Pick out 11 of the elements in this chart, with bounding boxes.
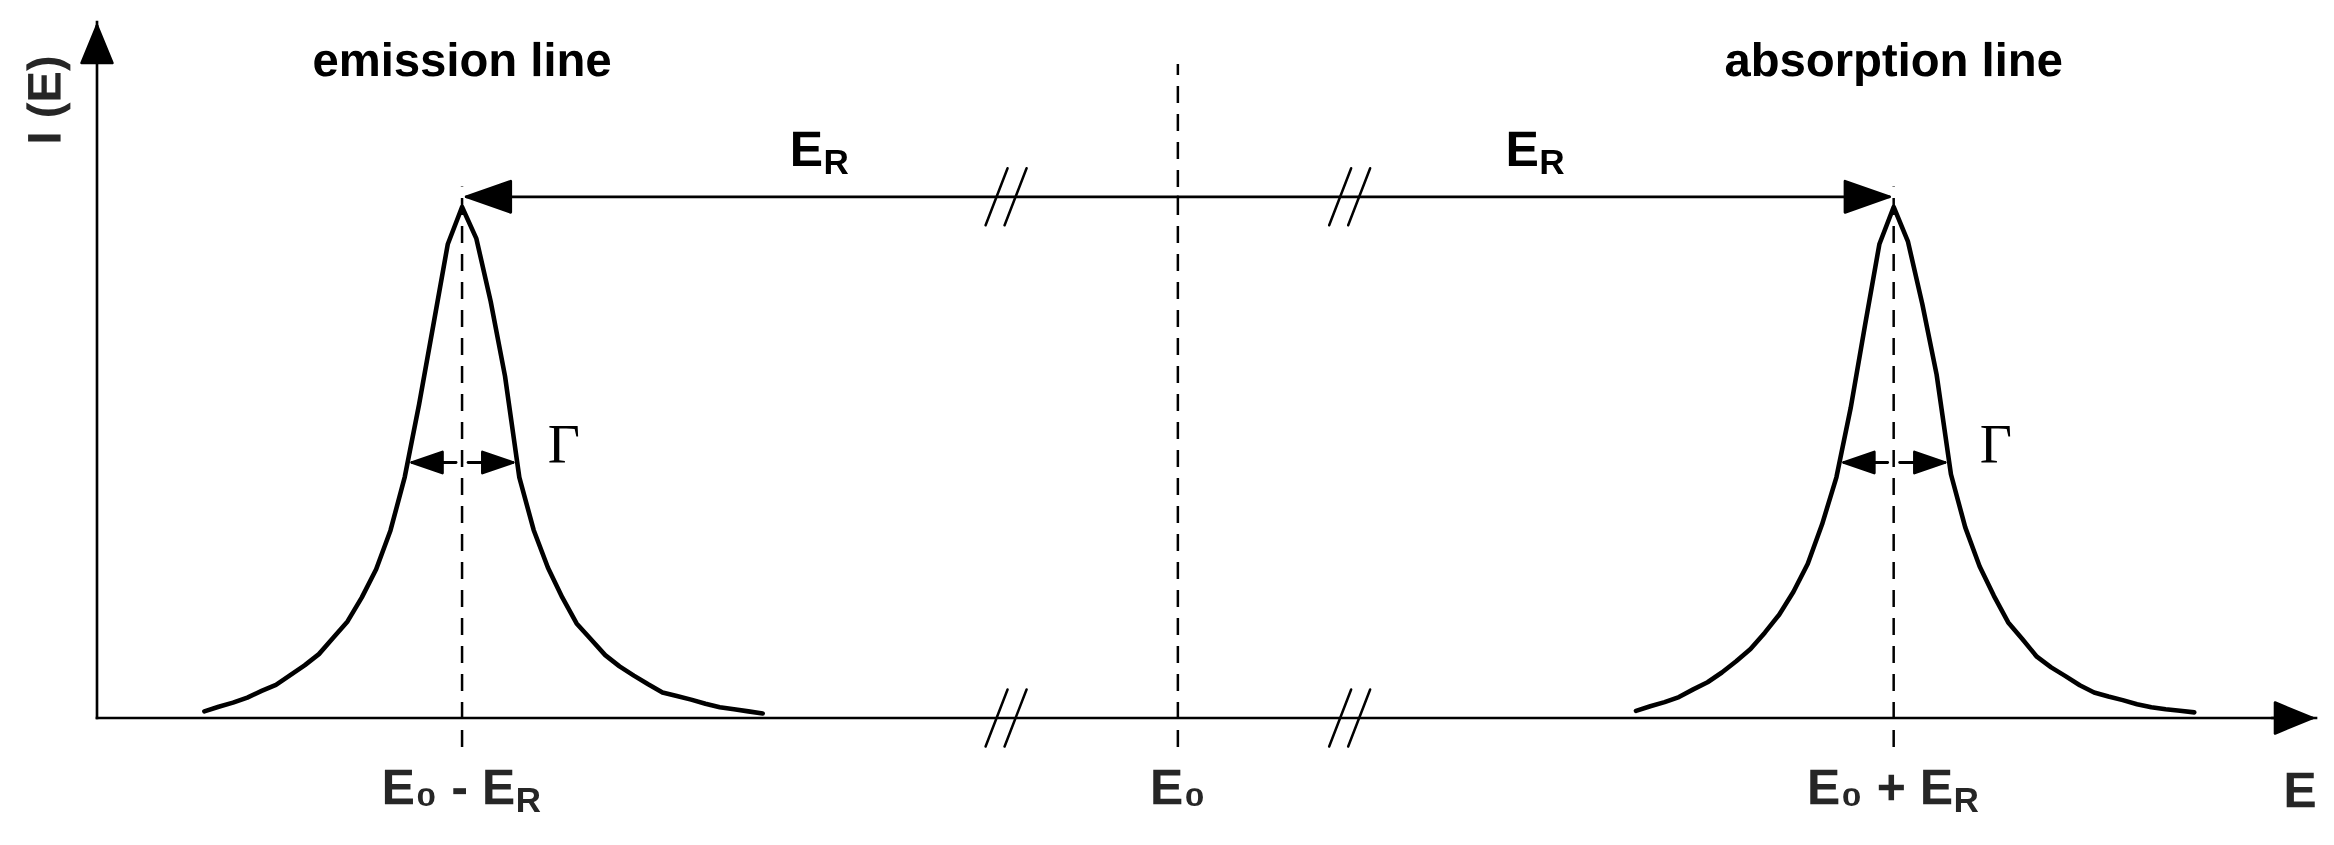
x-axis-title: E [2286, 772, 2315, 808]
x-tick-label: E₀ - E$_{R}$ [384, 769, 541, 813]
text: E$_{R}$ [1508, 131, 1564, 175]
annotation: Γ [549, 426, 579, 463]
annotation: Γ [1981, 426, 2011, 463]
y-axis-title: I (E) [26, 57, 71, 142]
x-tick-label: E₀ [1153, 769, 1203, 807]
text: absorption line [1725, 41, 2062, 86]
text: emission line [314, 41, 611, 77]
x-tick-label: E₀ + E$_{R}$ [1810, 769, 1979, 813]
text: E$_{R}$ [793, 131, 849, 175]
